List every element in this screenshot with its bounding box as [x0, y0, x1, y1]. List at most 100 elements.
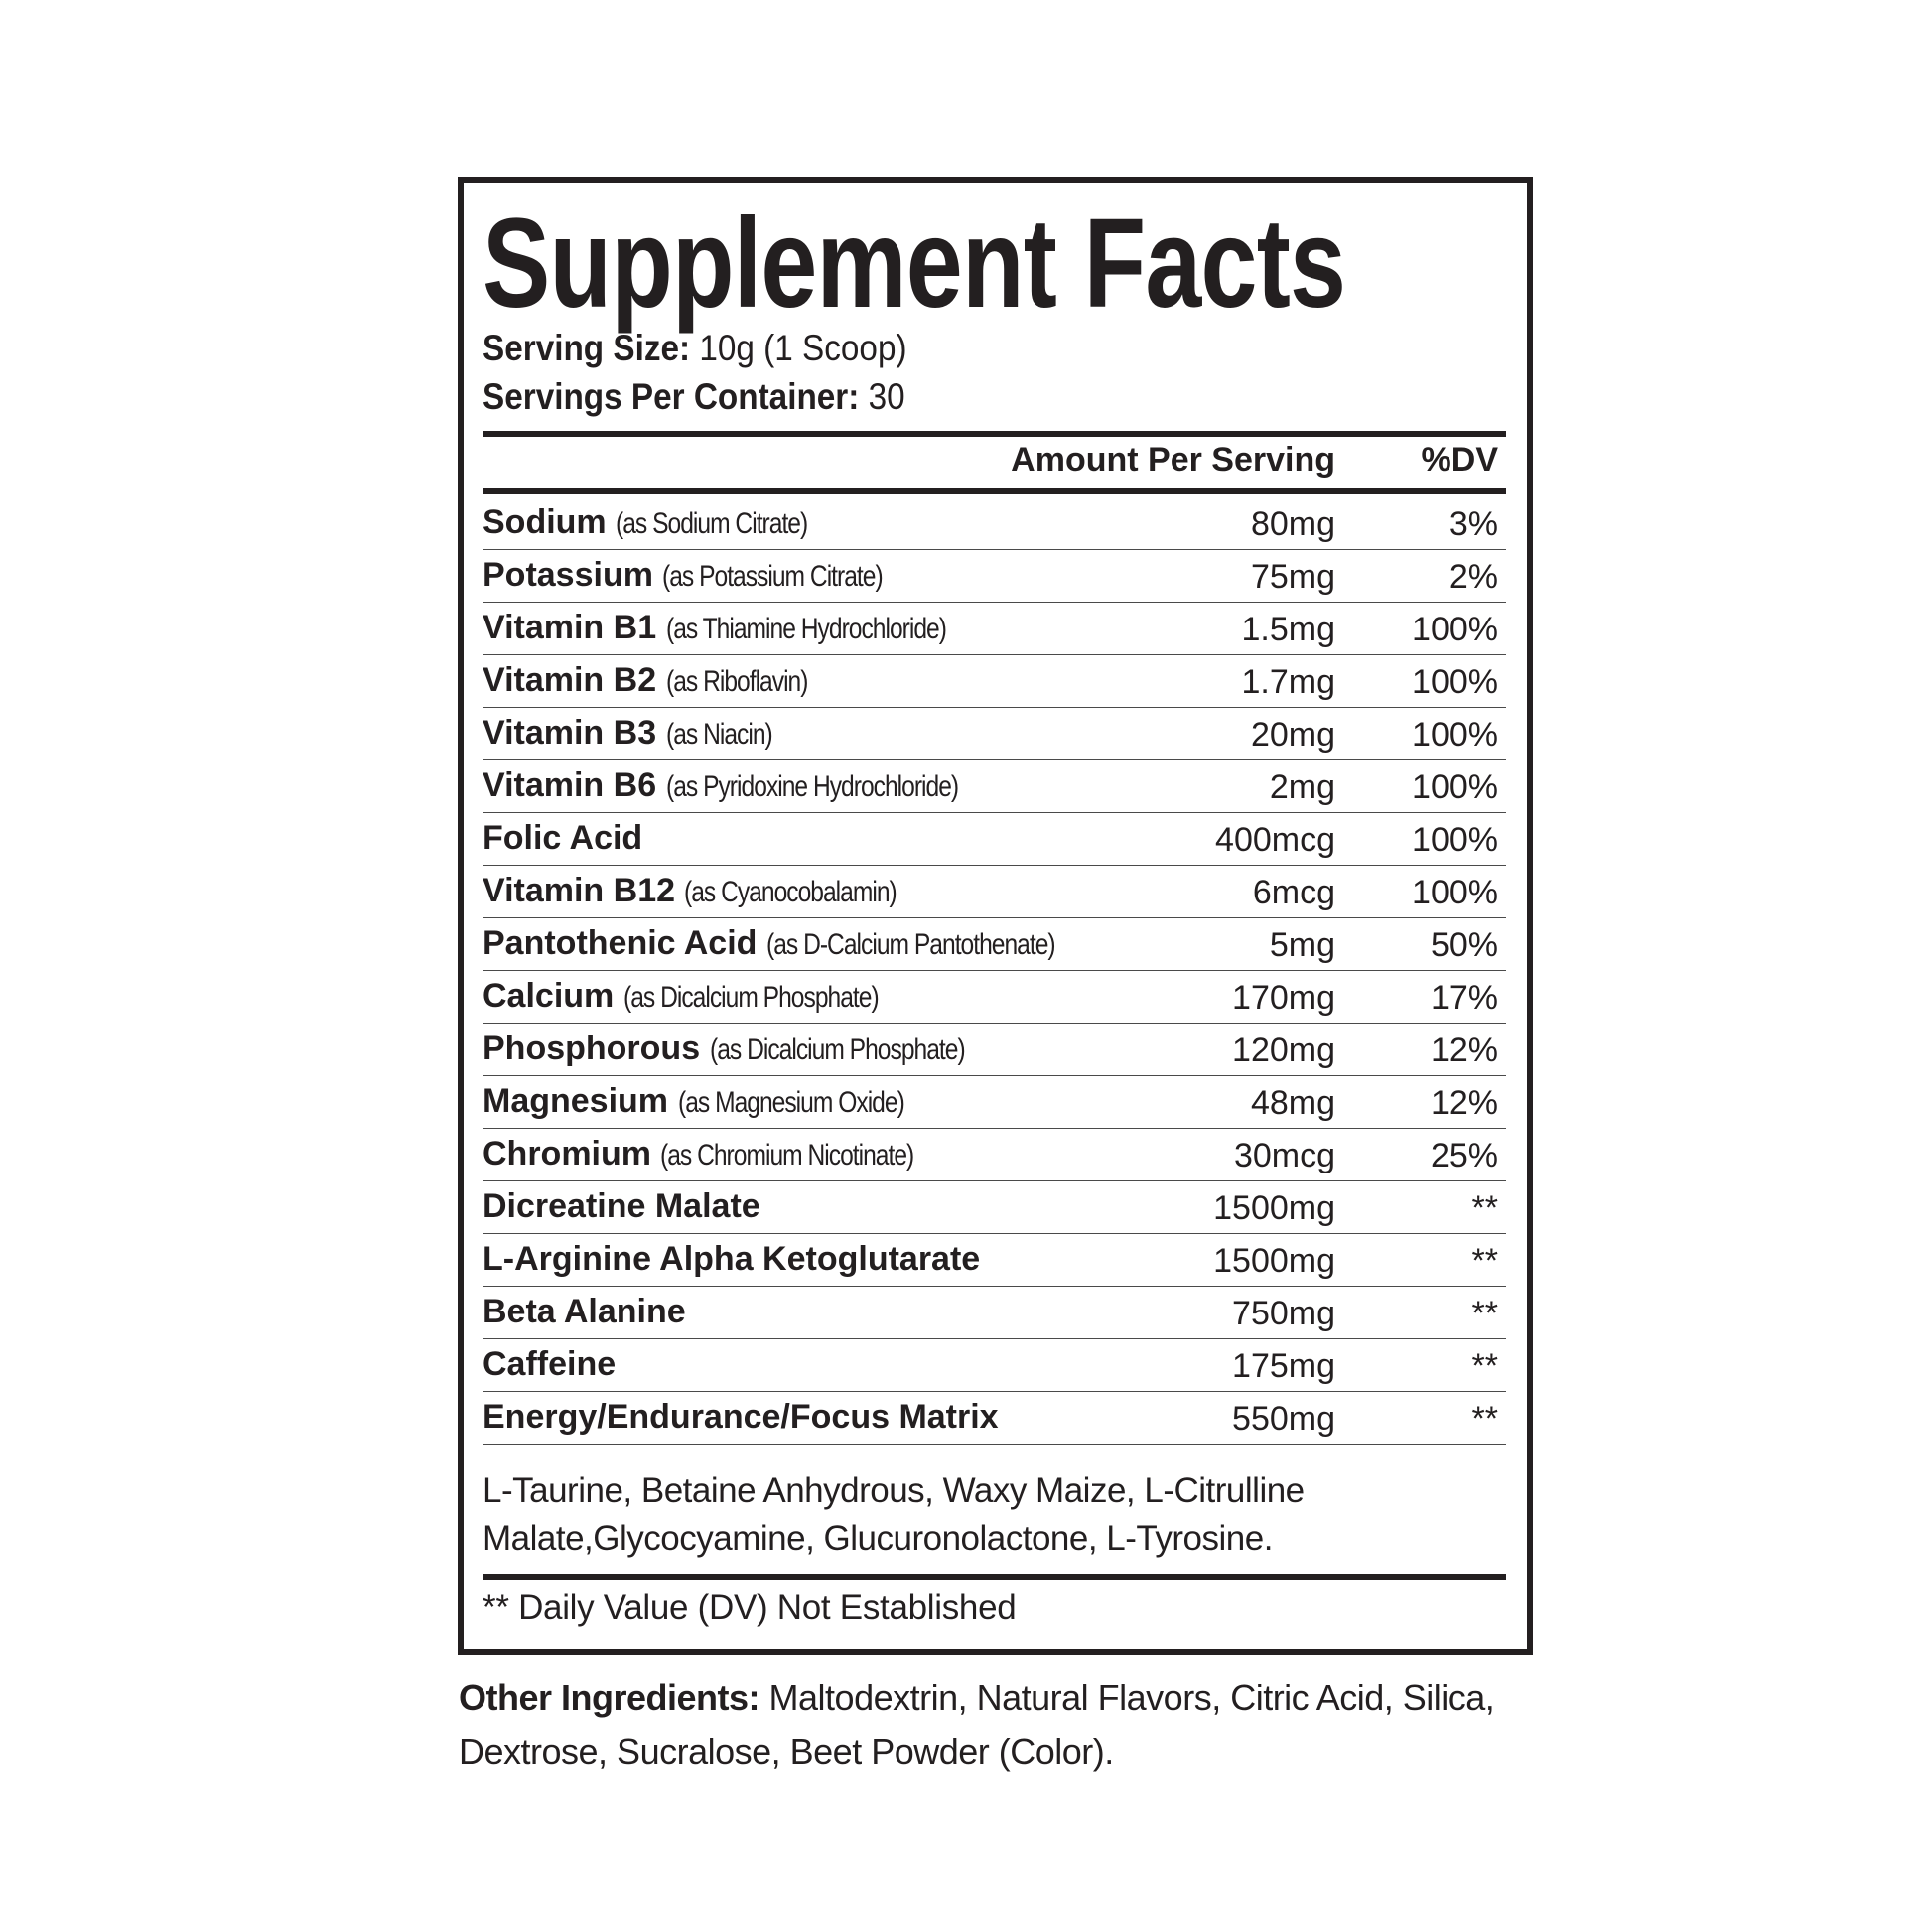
- serving-size: Serving Size: 10g (1 Scoop): [483, 328, 907, 369]
- nutrient-amount: 30mcg: [1233, 1137, 1335, 1174]
- nutrient-dv: 25%: [1430, 1137, 1498, 1174]
- nutrient-name-cell: Caffeine: [483, 1345, 625, 1384]
- nutrient-amount: 48mg: [1250, 1084, 1335, 1122]
- nutrient-name: Vitamin B12: [483, 872, 676, 909]
- panel-title: Supplement Facts: [483, 193, 1346, 335]
- nutrient-name-cell: Calcium (as Dicalcium Phosphate): [483, 977, 934, 1016]
- nutrient-name-cell: Dicreatine Malate: [483, 1187, 769, 1226]
- nutrient-name-cell: Energy/Endurance/Focus Matrix: [483, 1398, 1008, 1437]
- nutrient-name-cell: Vitamin B2 (as Riboflavin): [483, 661, 838, 700]
- table-row: Vitamin B12 (as Cyanocobalamin) 6mcg 100%: [483, 866, 1506, 918]
- nutrient-dv: 100%: [1412, 768, 1498, 806]
- nutrient-name-cell: Phosphorous (as Dicalcium Phosphate): [483, 1030, 1021, 1068]
- nutrient-dv: 100%: [1412, 716, 1498, 754]
- table-row: Folic Acid 400mcg 100%: [483, 813, 1506, 866]
- nutrient-dv: **: [1471, 1242, 1498, 1280]
- nutrient-amount: 400mcg: [1215, 821, 1335, 859]
- nutrient-name: Chromium: [483, 1135, 651, 1173]
- table-row: Caffeine 175mg **: [483, 1339, 1506, 1392]
- nutrient-source: (as Sodium Citrate): [616, 507, 808, 540]
- nutrient-name-cell: Vitamin B6 (as Pyridoxine Hydrochloride): [483, 766, 1022, 805]
- nutrient-dv: 2%: [1449, 558, 1498, 596]
- nutrient-dv: 100%: [1412, 663, 1498, 701]
- nutrient-name-cell: Vitamin B12 (as Cyanocobalamin): [483, 872, 943, 910]
- nutrient-source: (as Niacin): [665, 718, 773, 751]
- nutrient-name: Vitamin B3: [483, 714, 657, 752]
- divider-thick: [483, 1574, 1506, 1580]
- nutrient-name-cell: Folic Acid: [483, 819, 652, 858]
- nutrient-name-cell: Beta Alanine: [483, 1293, 695, 1331]
- nutrient-amount: 550mg: [1232, 1400, 1335, 1438]
- nutrient-name: Energy/Endurance/Focus Matrix: [483, 1398, 999, 1436]
- table-row: Vitamin B1 (as Thiamine Hydrochloride) 1.…: [483, 603, 1506, 655]
- table-row: Beta Alanine 750mg **: [483, 1287, 1506, 1339]
- nutrient-dv: 100%: [1412, 821, 1498, 859]
- nutrient-amount: 175mg: [1232, 1347, 1335, 1385]
- nutrient-dv: **: [1471, 1347, 1498, 1385]
- nutrient-source: (as Dicalcium Phosphate): [709, 1034, 966, 1066]
- nutrient-amount: 75mg: [1250, 558, 1335, 596]
- nutrient-name-cell: Vitamin B1 (as Thiamine Hydrochloride): [483, 609, 1007, 647]
- nutrient-name-cell: Pantothenic Acid (as D-Calcium Pantothen…: [483, 924, 1118, 963]
- table-row: Vitamin B2 (as Riboflavin) 1.7mg 100%: [483, 655, 1506, 708]
- servings-per-container-value: 30: [859, 376, 905, 417]
- nutrient-dv: **: [1471, 1400, 1498, 1438]
- nutrient-name: Folic Acid: [483, 819, 643, 857]
- serving-size-value: 10g (1 Scoop): [690, 328, 907, 368]
- table-row: Sodium (as Sodium Citrate) 80mg 3%: [483, 497, 1506, 550]
- nutrient-source: (as Cyanocobalamin): [684, 876, 897, 908]
- table-row: Pantothenic Acid (as D-Calcium Pantothen…: [483, 918, 1506, 971]
- nutrient-dv: 12%: [1430, 1032, 1498, 1069]
- table-row: Vitamin B3 (as Niacin) 20mg 100%: [483, 708, 1506, 760]
- nutrient-amount: 1.7mg: [1241, 663, 1336, 701]
- nutrient-dv: 50%: [1430, 926, 1498, 964]
- table-row: L-Arginine Alpha Ketoglutarate 1500mg **: [483, 1234, 1506, 1287]
- nutrient-name: Phosphorous: [483, 1030, 701, 1067]
- nutrient-amount: 2mg: [1269, 768, 1335, 806]
- nutrient-source: (as Potassium Citrate): [662, 560, 884, 593]
- nutrient-amount: 1500mg: [1213, 1189, 1335, 1227]
- nutrient-name: Vitamin B6: [483, 766, 657, 804]
- nutrient-source: (as Pyridoxine Hydrochloride): [665, 770, 959, 803]
- nutrient-source: (as Thiamine Hydrochloride): [665, 613, 947, 645]
- nutrient-dv: **: [1471, 1189, 1498, 1227]
- table-row: Chromium (as Chromium Nicotinate) 30mcg 25…: [483, 1129, 1506, 1181]
- nutrient-name-cell: Magnesium (as Magnesium Oxide): [483, 1082, 953, 1121]
- nutrient-dv: 3%: [1449, 505, 1498, 543]
- nutrient-dv: 100%: [1412, 611, 1498, 648]
- header-dv: %DV: [1421, 441, 1498, 479]
- servings-per-container-label: Servings Per Container:: [483, 376, 860, 417]
- nutrient-name-cell: L-Arginine Alpha Ketoglutarate: [483, 1240, 990, 1279]
- nutrient-name: Magnesium: [483, 1082, 669, 1120]
- nutrient-name: Caffeine: [483, 1345, 617, 1383]
- nutrient-source: (as Magnesium Oxide): [677, 1086, 905, 1119]
- nutrient-name: L-Arginine Alpha Ketoglutarate: [483, 1240, 981, 1278]
- nutrient-amount: 20mg: [1250, 716, 1335, 754]
- nutrient-name: Vitamin B1: [483, 609, 657, 646]
- nutrient-amount: 120mg: [1232, 1032, 1335, 1069]
- nutrient-amount: 1500mg: [1213, 1242, 1335, 1280]
- nutrient-source: (as Dicalcium Phosphate): [622, 981, 880, 1014]
- other-ingredients-label: Other Ingredients:: [459, 1677, 760, 1718]
- header-amount: Amount Per Serving: [1011, 441, 1335, 479]
- nutrient-source: (as D-Calcium Pantothenate): [765, 928, 1056, 961]
- divider-thick: [483, 431, 1506, 437]
- nutrient-name-cell: Potassium (as Potassium Citrate): [483, 556, 931, 595]
- table-row: Vitamin B6 (as Pyridoxine Hydrochloride)…: [483, 760, 1506, 813]
- other-ingredients-value: Maltodextrin, Natural Flavors, Citric Ac…: [459, 1677, 1495, 1772]
- table-header: Amount Per Serving %DV: [483, 437, 1506, 488]
- servings-per-container: Servings Per Container: 30: [483, 376, 905, 418]
- nutrient-name: Potassium: [483, 556, 653, 594]
- serving-size-label: Serving Size:: [483, 328, 691, 368]
- nutrient-dv: 12%: [1430, 1084, 1498, 1122]
- supplement-facts-panel: [458, 177, 1533, 1655]
- other-ingredients: Other Ingredients: Maltodextrin, Natural…: [459, 1670, 1551, 1779]
- table-row: Phosphorous (as Dicalcium Phosphate) 120m…: [483, 1024, 1506, 1076]
- nutrient-name: Pantothenic Acid: [483, 924, 758, 962]
- nutrient-name-cell: Vitamin B3 (as Niacin): [483, 714, 795, 753]
- nutrient-source: (as Chromium Nicotinate): [660, 1139, 914, 1172]
- table-row: Potassium (as Potassium Citrate) 75mg 2%: [483, 550, 1506, 603]
- nutrient-name: Sodium: [483, 503, 607, 541]
- table-row: Calcium (as Dicalcium Phosphate) 170mg 17%: [483, 971, 1506, 1024]
- nutrient-dv: 100%: [1412, 874, 1498, 911]
